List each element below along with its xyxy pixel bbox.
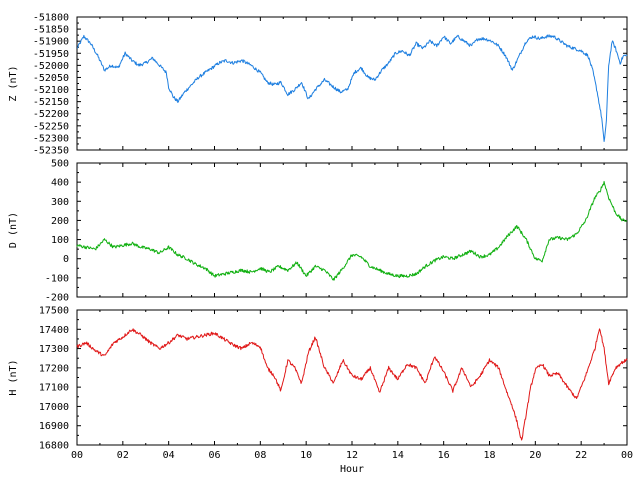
y-tick-label: -52050: [33, 73, 69, 84]
plot-frame: [76, 16, 628, 151]
x-tick-label: 10: [300, 450, 312, 461]
x-axis: 00 02 04 06 08 10 12 14 16 18 20 22 00 Hour: [71, 450, 633, 475]
y-tick-label: 300: [51, 197, 69, 208]
series-line: [76, 34, 628, 142]
y-tick-label: -52250: [33, 121, 69, 132]
series-line: [76, 180, 628, 281]
y-tick-label: -100: [45, 273, 69, 284]
y-tick-label: 500: [51, 159, 69, 170]
y-axis-title: Z (nT): [8, 65, 19, 101]
plot-frame: [76, 309, 628, 446]
y-tick-label: -52300: [33, 133, 69, 144]
y-tick-label: -52350: [33, 146, 69, 157]
x-tick-label: 18: [483, 450, 495, 461]
y-tick-label: 17400: [39, 325, 69, 336]
x-axis-title: Hour: [340, 464, 364, 475]
y-tick-label: 16800: [39, 441, 69, 452]
y-tick-label: -51800: [33, 13, 69, 24]
y-tick-label: 200: [51, 216, 69, 227]
y-tick-label: 17200: [39, 363, 69, 374]
plot-frame: [76, 162, 628, 298]
x-tick-label: 22: [575, 450, 587, 461]
y-axis-title: H (nT): [8, 359, 19, 395]
x-tick-label: 08: [254, 450, 266, 461]
y-tick-label: -200: [45, 293, 69, 304]
y-tick-label: -51950: [33, 49, 69, 60]
y-tick-label: -51900: [33, 37, 69, 48]
y-tick-label: 17300: [39, 344, 69, 355]
x-tick-label: 00: [71, 450, 83, 461]
x-tick-label: 00: [621, 450, 633, 461]
y-tick-label: 100: [51, 235, 69, 246]
y-tick-label: -51850: [33, 25, 69, 36]
x-tick-label: 12: [346, 450, 358, 461]
d-component-panel: 500 400 300 200 100 0 -100 -200 D (nT): [8, 159, 628, 304]
x-tick-label: 16: [438, 450, 450, 461]
y-tick-label: -52100: [33, 85, 69, 96]
y-tick-label: 17100: [39, 383, 69, 394]
y-tick-label: 0: [63, 254, 69, 265]
y-tick-label: 400: [51, 178, 69, 189]
y-tick-label: -52150: [33, 97, 69, 108]
series-line: [76, 328, 628, 441]
y-axis-title: D (nT): [8, 212, 19, 248]
x-tick-label: 02: [117, 450, 129, 461]
x-tick-label: 06: [208, 450, 220, 461]
x-tick-label: 14: [392, 450, 404, 461]
h-component-panel: 17500 17400 17300 17200 17100 17000 16900 16800…: [8, 306, 628, 452]
y-tick-label: -52000: [33, 61, 69, 72]
y-tick-label: -52200: [33, 109, 69, 120]
z-component-panel: -51800-51850-51900-51950-52000-52050-521…: [8, 13, 628, 157]
x-tick-label: 20: [529, 450, 541, 461]
x-tick-label: 04: [163, 450, 175, 461]
y-tick-label: 16900: [39, 421, 69, 432]
y-tick-label: 17500: [39, 306, 69, 317]
y-tick-label: 17000: [39, 402, 69, 413]
